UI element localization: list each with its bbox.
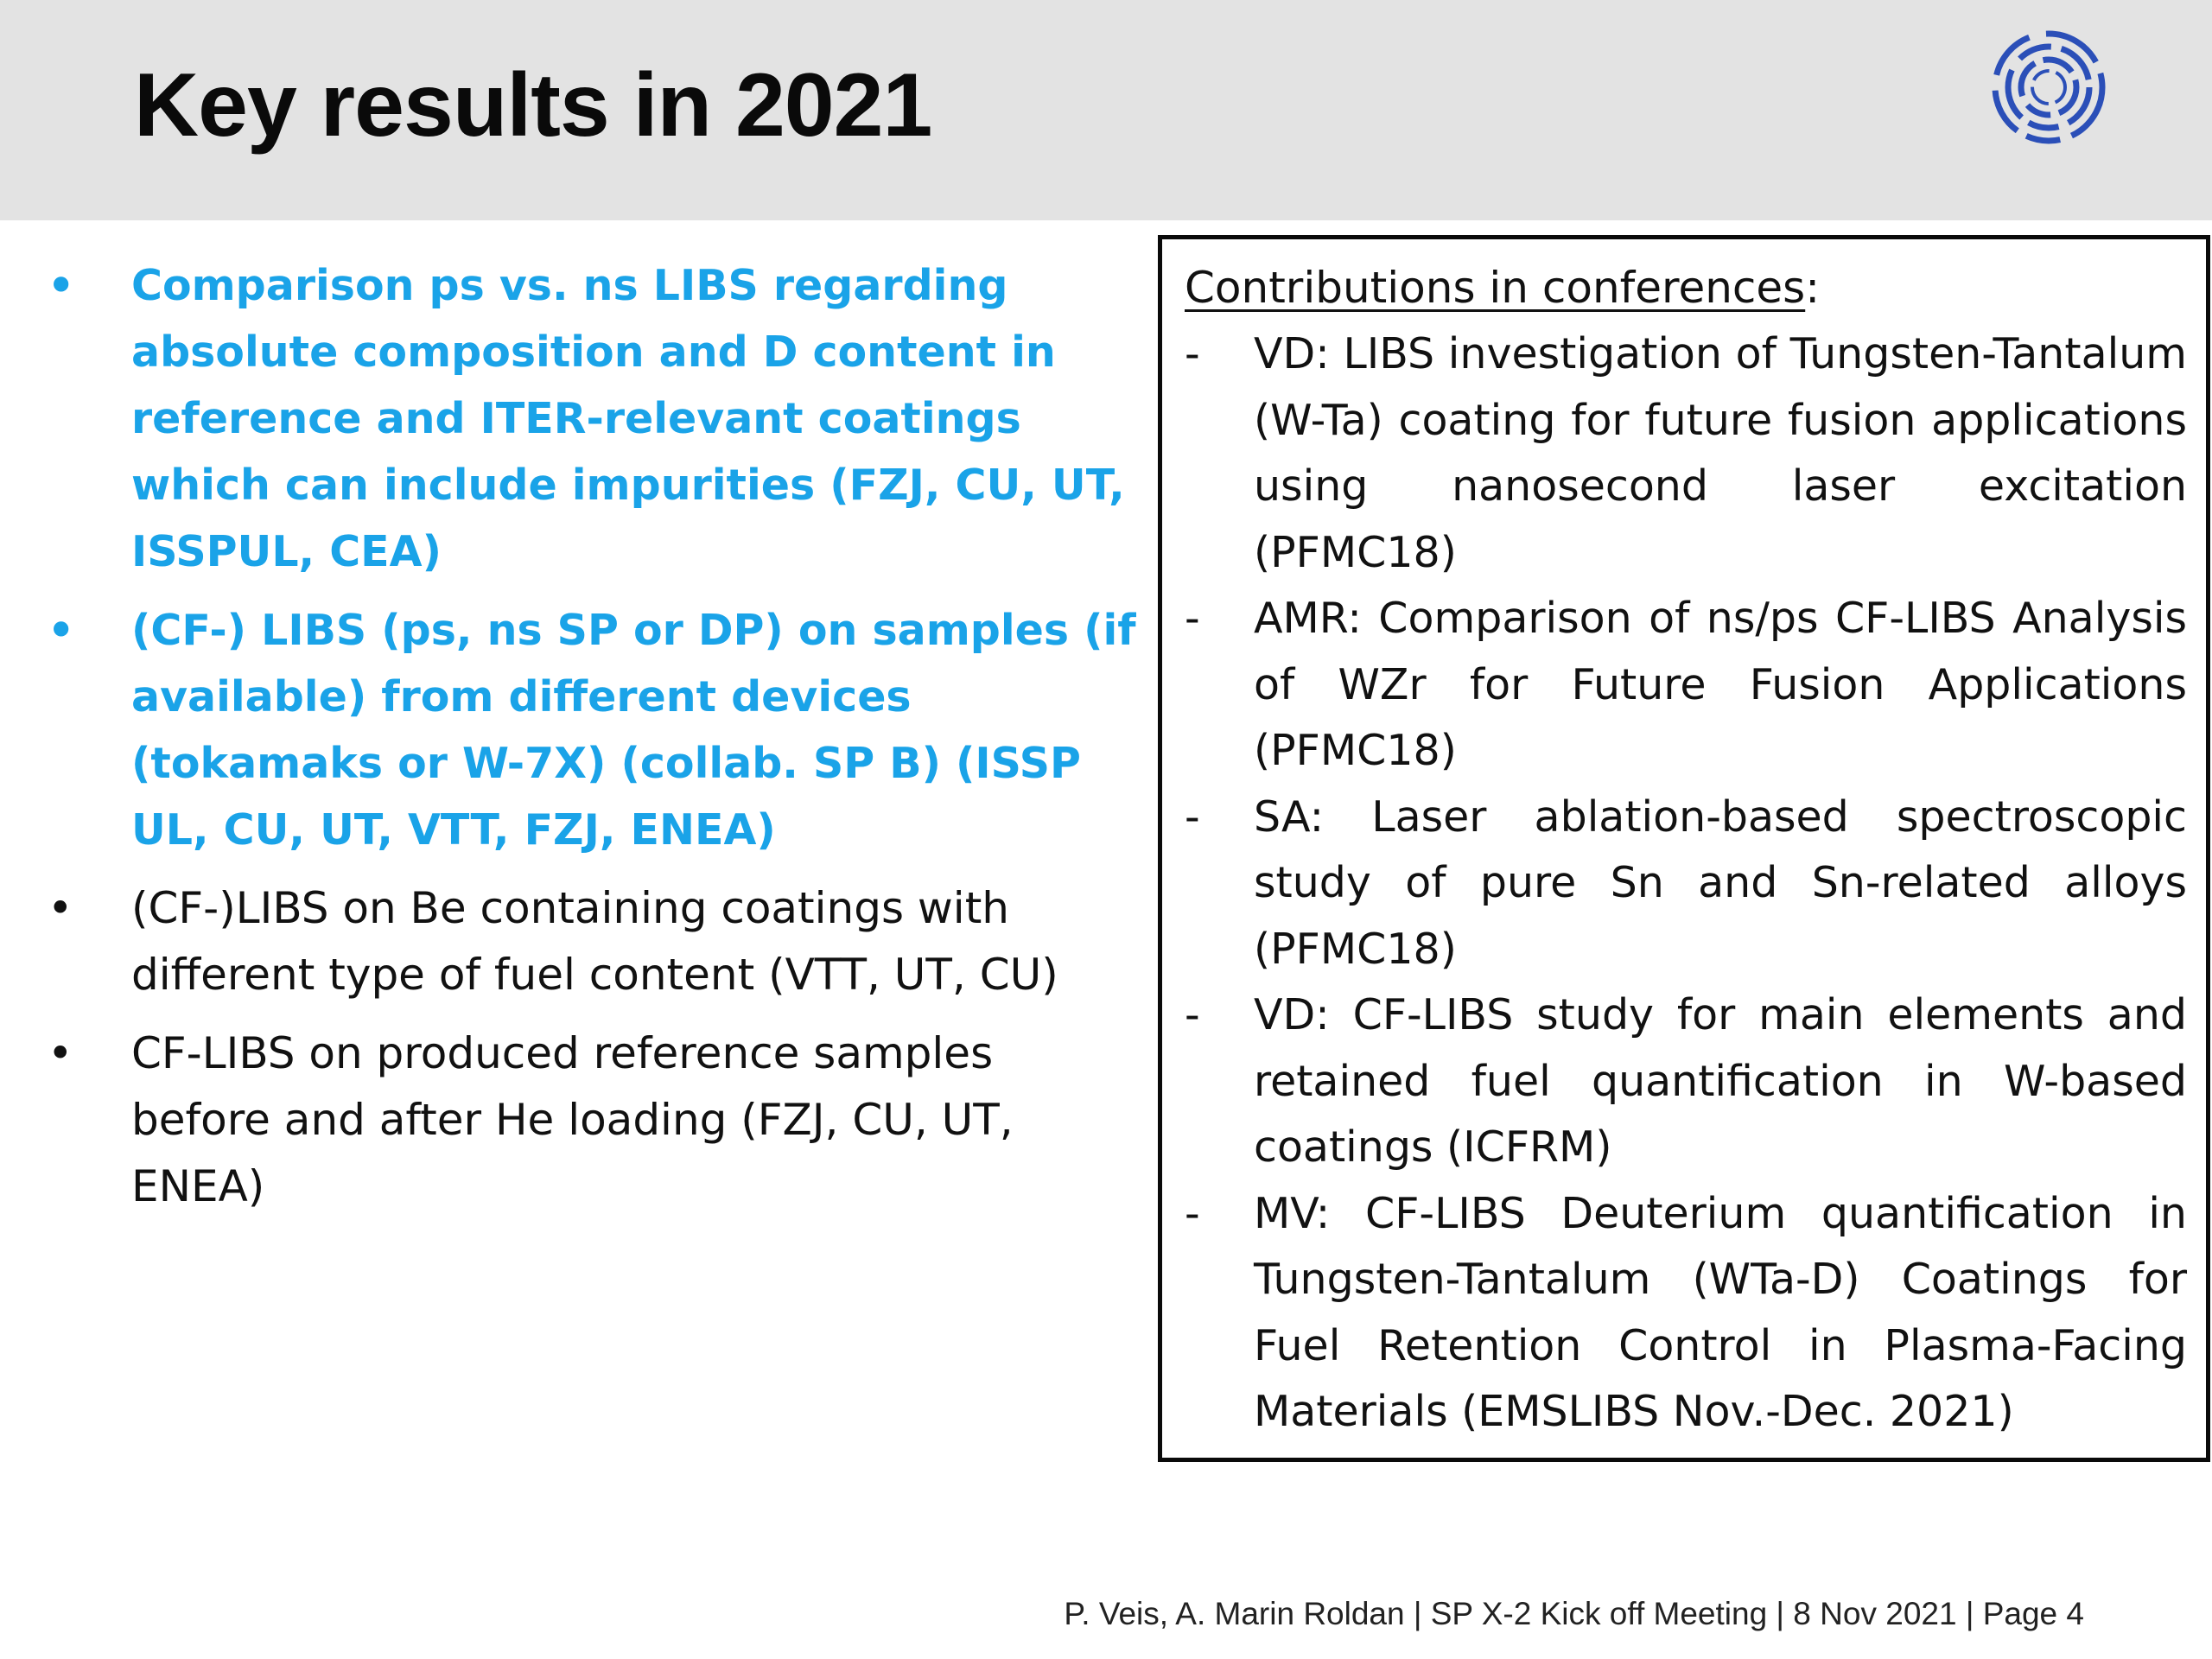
dash-marker: - <box>1185 990 1200 1039</box>
bullet-marker: • <box>48 883 73 933</box>
slide-footer: P. Veis, A. Marin Roldan | SP X-2 Kick o… <box>1064 1596 2084 1631</box>
list-item: - MV: CF-LIBS Deuterium quantification i… <box>1185 1181 2187 1446</box>
list-item: • CF-LIBS on produced reference samples … <box>48 1020 1136 1220</box>
key-results-list: • Comparison ps vs. ns LIBS regarding ab… <box>48 252 1136 1232</box>
conference-item-text: AMR: Comparison of ns/ps CF-LIBS Analysi… <box>1254 594 2187 775</box>
conference-item-text: MV: CF-LIBS Deuterium quantification in … <box>1254 1188 2187 1437</box>
fusion-ring-logo-icon <box>1992 30 2106 144</box>
slide-header: Key results in 2021 <box>0 0 2212 220</box>
list-item: • (CF-)LIBS on Be containing coatings wi… <box>48 875 1136 1008</box>
bullet-marker: • <box>48 261 75 310</box>
dash-marker: - <box>1185 329 1200 378</box>
bullet-marker: • <box>48 606 75 655</box>
conference-heading-colon: : <box>1805 263 1821 313</box>
conference-item-text: VD: LIBS investigation of Tungsten-Tanta… <box>1254 329 2187 577</box>
list-item: - VD: LIBS investigation of Tungsten-Tan… <box>1185 321 2187 586</box>
conference-heading-text: Contributions in conferences <box>1185 263 1806 313</box>
slide-title: Key results in 2021 <box>134 55 932 156</box>
list-item: - VD: CF-LIBS study for main elements an… <box>1185 982 2187 1181</box>
list-item: - SA: Laser ablation-based spectroscopic… <box>1185 785 2187 983</box>
dash-marker: - <box>1185 594 1200 643</box>
conference-heading: Contributions in conferences: <box>1185 255 2187 321</box>
list-item: - AMR: Comparison of ns/ps CF-LIBS Analy… <box>1185 586 2187 785</box>
dash-marker: - <box>1185 791 1200 842</box>
conference-contributions-box: Contributions in conferences: - VD: LIBS… <box>1158 235 2210 1462</box>
bullet-text: Comparison ps vs. ns LIBS regarding abso… <box>131 261 1125 576</box>
bullet-text: (CF-) LIBS (ps, ns SP or DP) on samples … <box>131 606 1136 855</box>
bullet-marker: • <box>48 1028 73 1078</box>
conference-item-text: VD: CF-LIBS study for main elements and … <box>1254 990 2187 1172</box>
bullet-text: (CF-)LIBS on Be containing coatings with… <box>131 883 1058 1000</box>
conference-item-text: SA: Laser ablation-based spectroscopic s… <box>1254 791 2187 974</box>
bullet-text: CF-LIBS on produced reference samples be… <box>131 1028 1014 1211</box>
list-item: • (CF-) LIBS (ps, ns SP or DP) on sample… <box>48 597 1136 863</box>
dash-marker: - <box>1185 1188 1200 1238</box>
conference-list: - VD: LIBS investigation of Tungsten-Tan… <box>1185 321 2187 1446</box>
list-item: • Comparison ps vs. ns LIBS regarding ab… <box>48 252 1136 585</box>
